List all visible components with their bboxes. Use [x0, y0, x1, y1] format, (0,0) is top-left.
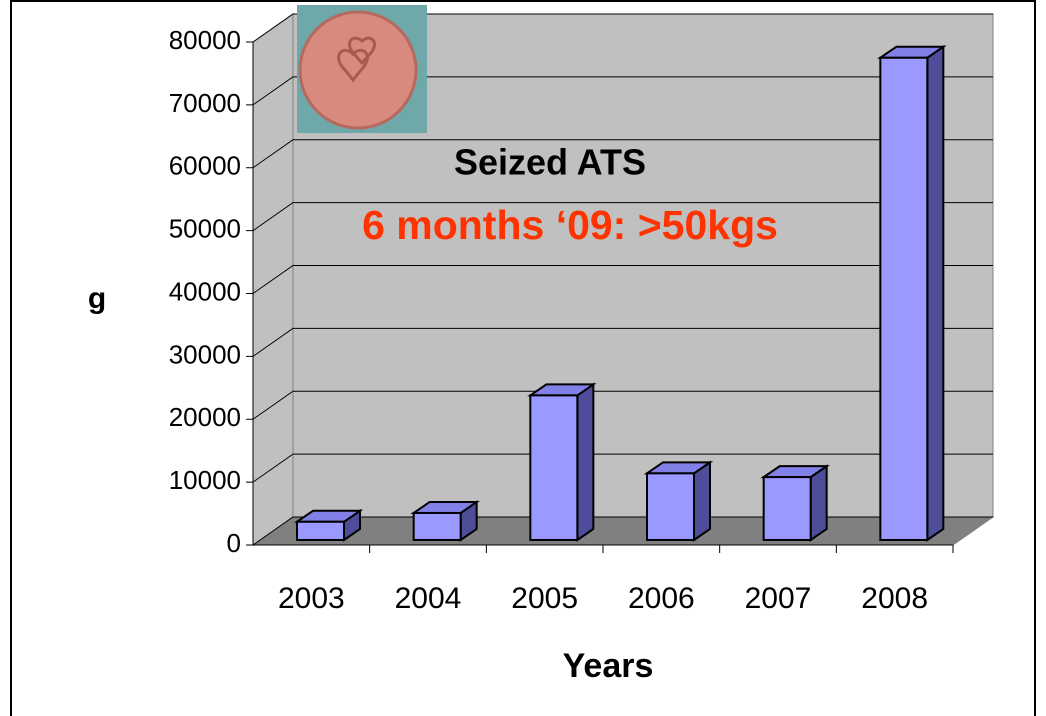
bar	[880, 58, 927, 540]
y-tick-label: 0	[227, 528, 241, 558]
bar	[530, 395, 577, 540]
y-tick-label: 20000	[169, 402, 241, 432]
bar	[647, 473, 694, 540]
y-tick-label: 80000	[169, 25, 241, 55]
y-tick-label: 50000	[169, 214, 241, 244]
x-tick-label: 2007	[745, 582, 812, 615]
x-tick-label: 2008	[861, 582, 928, 615]
y-tick-label: 30000	[169, 339, 241, 369]
bar	[297, 522, 344, 540]
x-tick-label: 2004	[395, 582, 462, 615]
y-tick-label: 10000	[169, 465, 241, 495]
bar-side	[811, 466, 827, 540]
bar	[764, 477, 811, 540]
y-tick-label: 40000	[169, 276, 241, 306]
bar-side	[694, 462, 710, 540]
bar-side	[577, 384, 593, 540]
y-tick-label: 70000	[169, 88, 241, 118]
bar	[414, 513, 461, 540]
chart-title: Seized ATS	[454, 142, 646, 183]
chart: 0 10000 20000 30000 40000 50000 60000 70000 8000…	[0, 0, 1046, 716]
plot-area: 0 10000 20000 30000 40000 50000 60000 70000 8000…	[169, 14, 993, 615]
chart-subtitle: 6 months ‘09: >50kgs	[362, 202, 778, 248]
bar-side	[927, 47, 943, 540]
y-axis-label: g	[88, 282, 106, 315]
x-tick-label: 2003	[278, 582, 345, 615]
x-tick-label: 2005	[511, 582, 578, 615]
pill-image	[297, 5, 427, 133]
x-axis-label: Years	[563, 647, 654, 685]
x-tick-label: 2006	[628, 582, 695, 615]
y-tick-label: 60000	[169, 151, 241, 181]
